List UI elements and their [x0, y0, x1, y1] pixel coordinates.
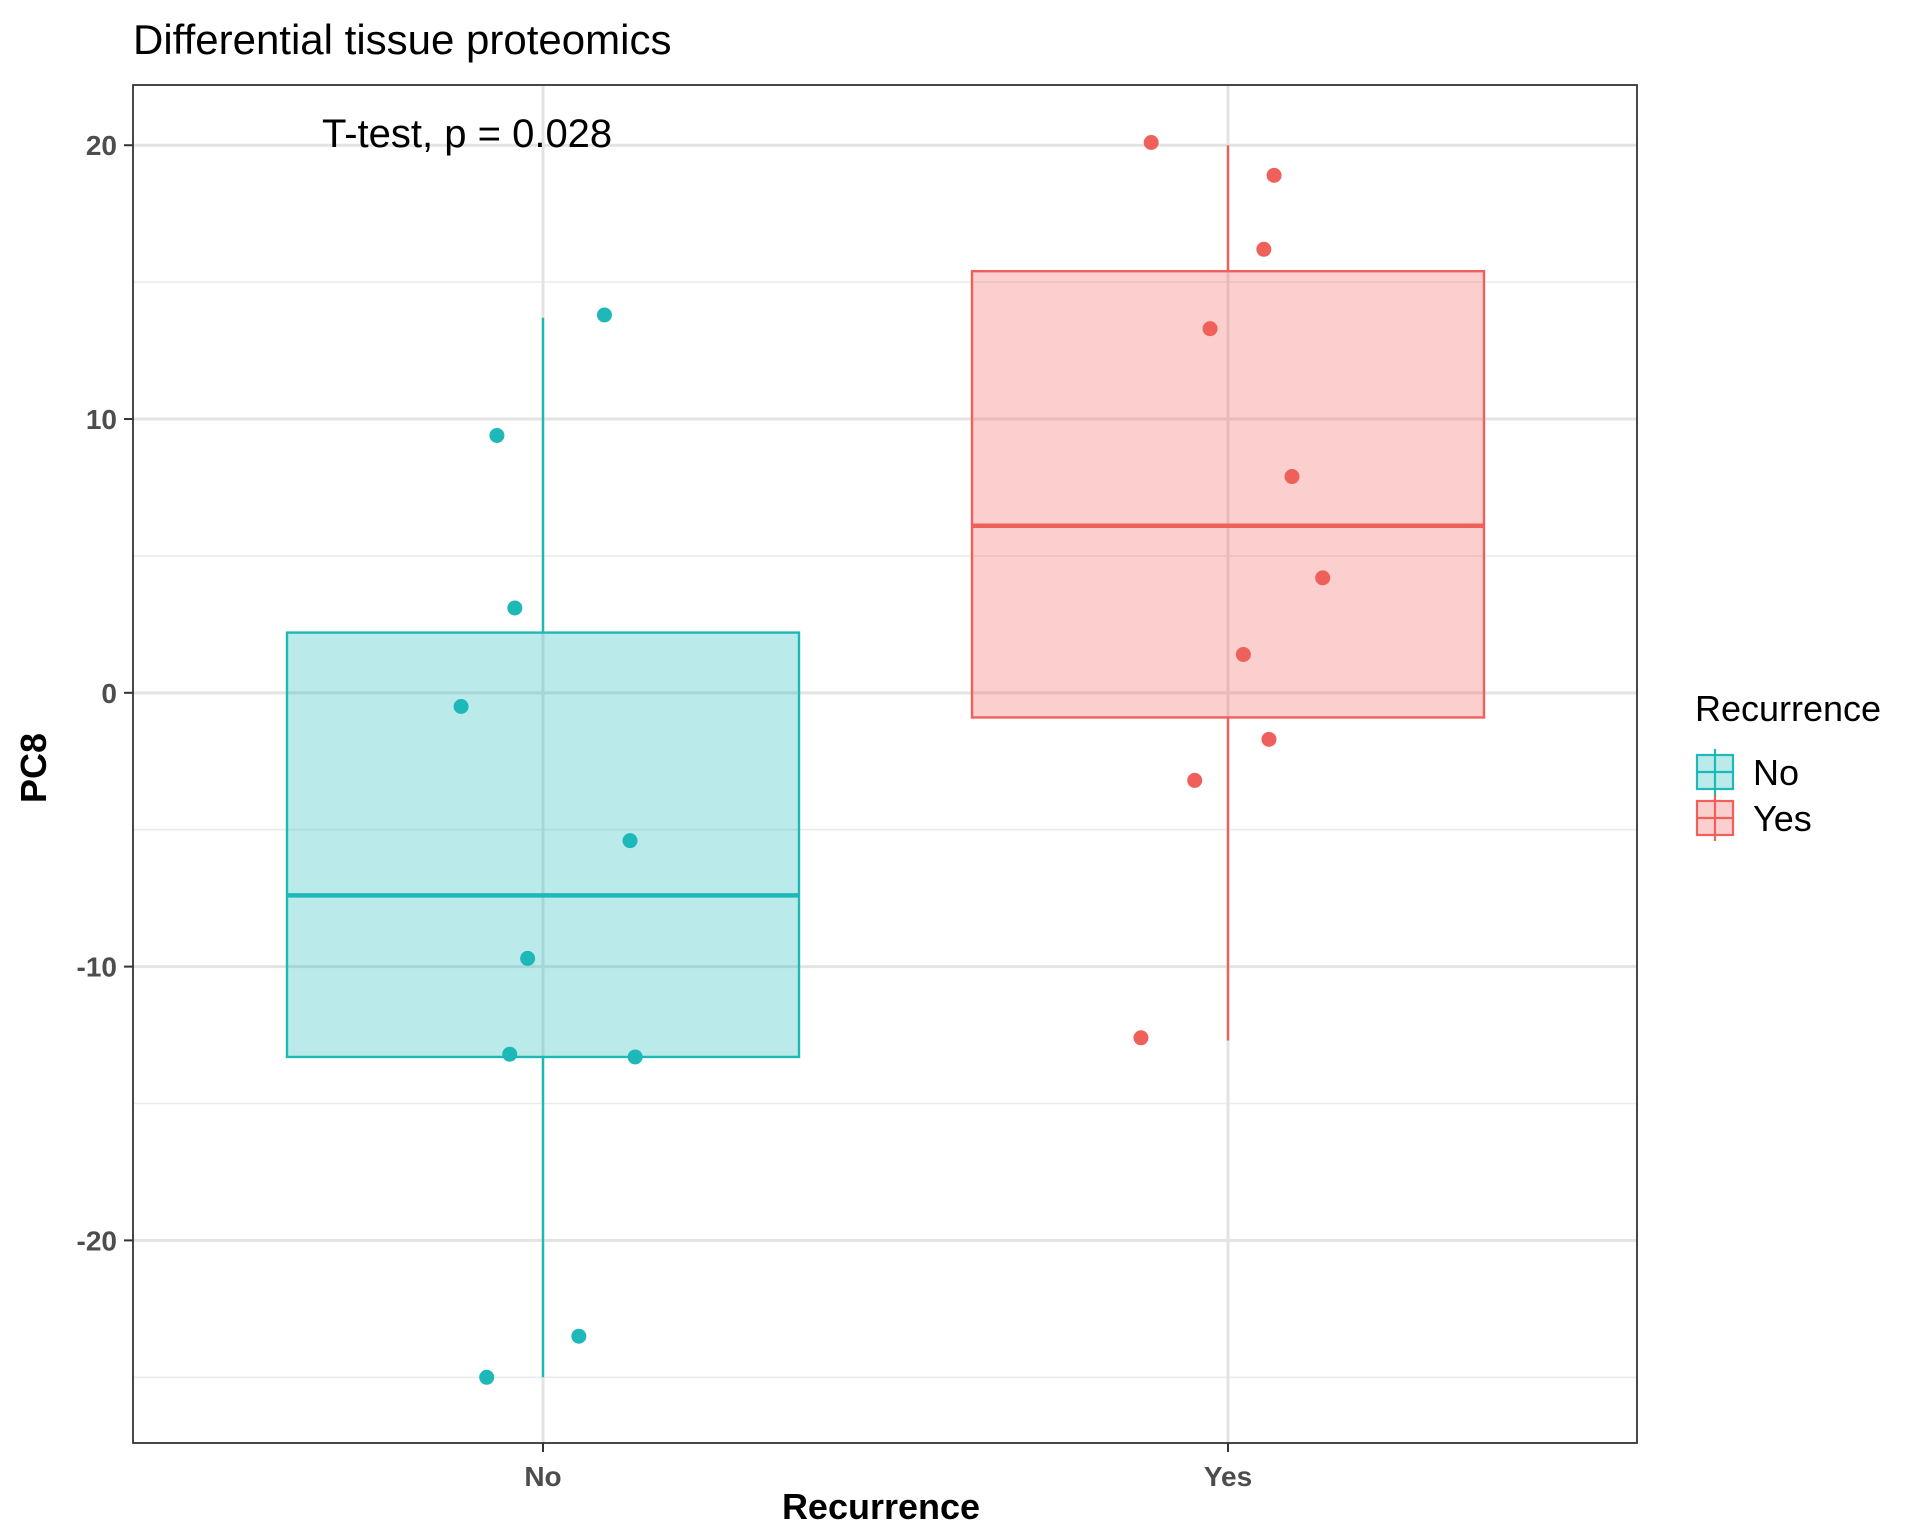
- y-tick-label: 20: [86, 130, 117, 161]
- data-point-no: [502, 1046, 518, 1062]
- data-point-no: [489, 427, 505, 443]
- data-point-yes: [1187, 772, 1203, 788]
- data-point-no: [479, 1369, 495, 1385]
- y-axis-title: PC8: [13, 733, 54, 803]
- x-axis-title: Recurrence: [782, 1486, 980, 1527]
- data-point-yes: [1284, 469, 1300, 485]
- box-yes: [970, 269, 1486, 719]
- y-tick-label: -20: [77, 1225, 117, 1256]
- data-point-no: [622, 833, 638, 849]
- data-point-no: [453, 699, 469, 715]
- data-point-no: [627, 1049, 643, 1065]
- data-point-no: [507, 600, 523, 616]
- chart-title: Differential tissue proteomics: [133, 16, 671, 63]
- legend-label-no: No: [1753, 752, 1799, 793]
- panel-border: [132, 84, 1638, 1444]
- legend-label-yes: Yes: [1753, 798, 1812, 839]
- data-point-yes: [1266, 167, 1282, 183]
- legend: Recurrence No Yes: [1695, 688, 1881, 841]
- data-point-yes: [1261, 731, 1277, 747]
- data-point-yes: [1202, 321, 1218, 337]
- box-no: [285, 631, 801, 1059]
- data-point-no: [571, 1328, 587, 1344]
- data-point-yes: [1315, 570, 1331, 586]
- data-point-no: [520, 950, 536, 966]
- data-point-yes: [1235, 646, 1251, 662]
- plot-area: -20 -10 0 10 20 No Yes: [77, 84, 1638, 1492]
- y-tick-label: 0: [101, 678, 117, 709]
- panel-background: [133, 85, 1637, 1443]
- data-point-yes: [1143, 134, 1159, 150]
- x-tick-label-yes: Yes: [1204, 1461, 1252, 1492]
- y-tick-label: 10: [86, 404, 117, 435]
- y-tick-label: -10: [77, 952, 117, 983]
- t-test-annotation: T-test, p = 0.028: [322, 112, 612, 156]
- data-point-yes: [1133, 1030, 1149, 1046]
- data-point-no: [596, 307, 612, 323]
- legend-title: Recurrence: [1695, 688, 1881, 729]
- data-point-yes: [1256, 241, 1272, 257]
- x-tick-label-no: No: [524, 1461, 561, 1492]
